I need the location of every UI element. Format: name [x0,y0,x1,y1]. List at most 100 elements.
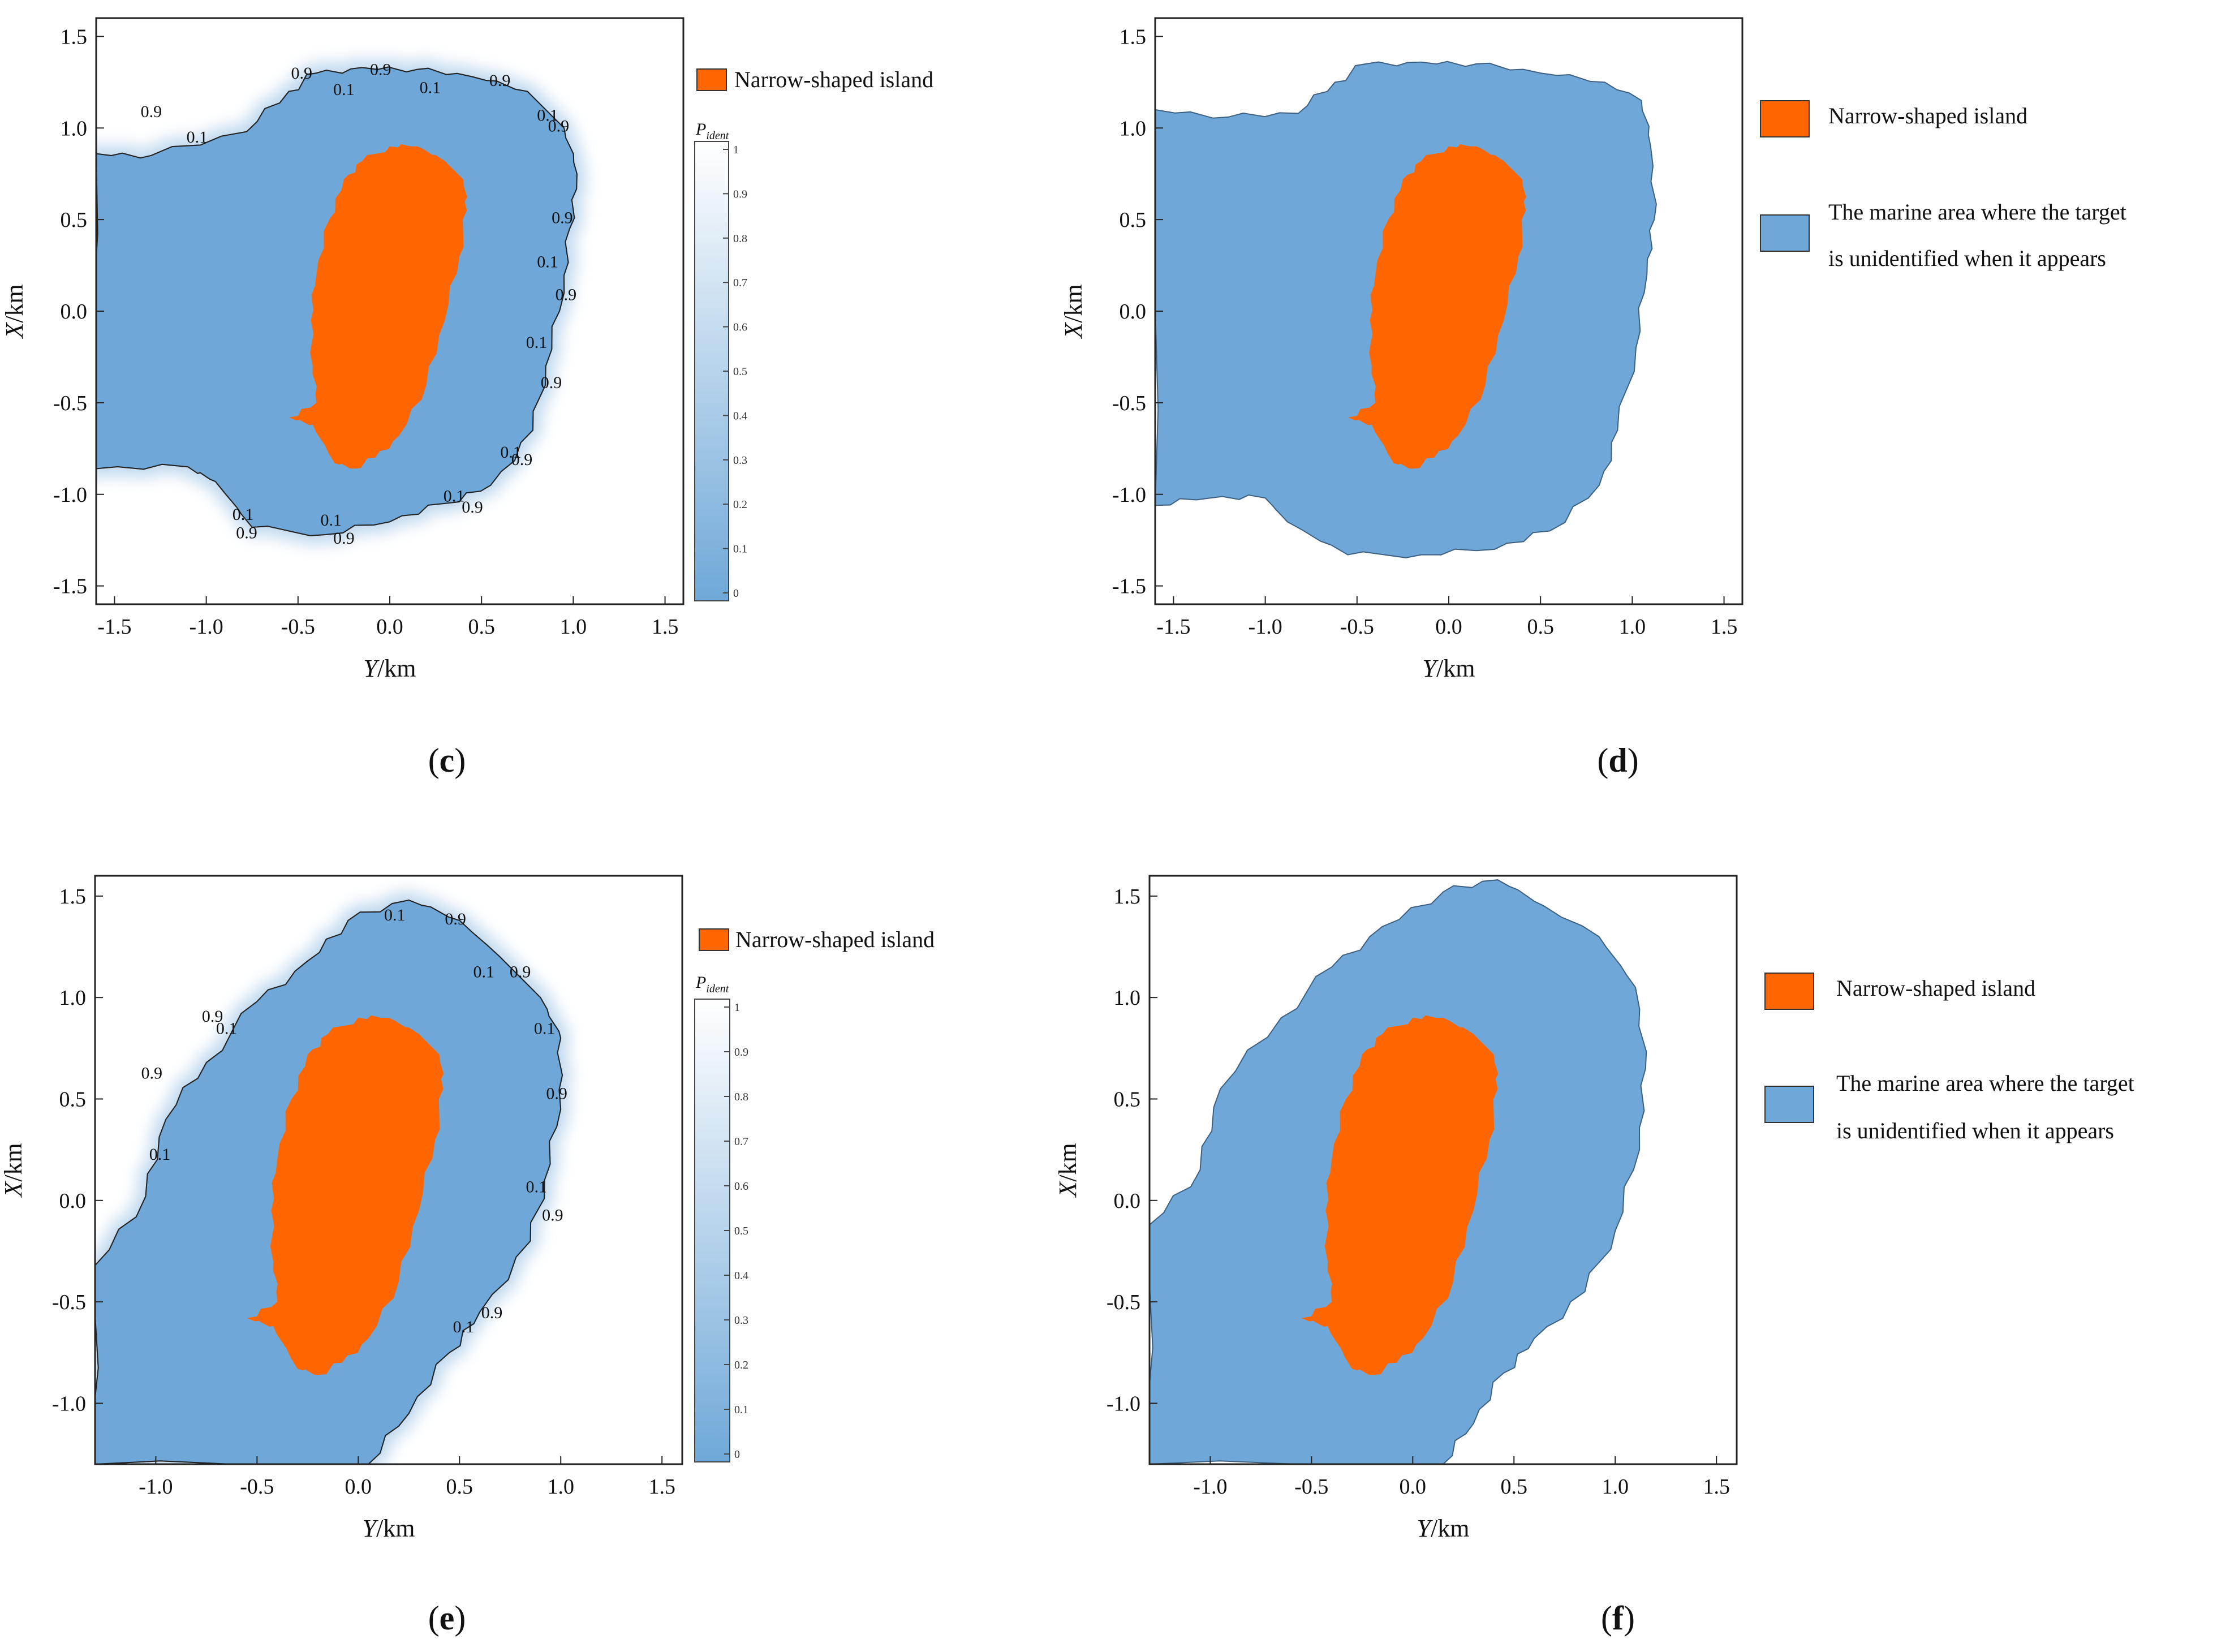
colorbar-tick-label: 0.1 [733,543,747,556]
plot-content: 0.1 0.90.1 0.90.10.90.10.90.10.90.90.10.90… [95,876,682,1464]
colorbar-tick-label: 0 [733,587,739,600]
contour-label: 0.1 [333,80,355,99]
panel-caption: (d) [1597,742,1638,779]
x-tick-label: -1.0 [1249,615,1282,639]
panel-caption: (e) [428,1599,466,1637]
x-tick-label: 0.5 [468,615,495,639]
y-tick-label: -1.5 [53,575,87,599]
x-tick-label: 0.0 [376,615,403,639]
y-tick-label: 1.0 [1120,117,1147,140]
x-tick-label: 0.0 [1400,1475,1427,1499]
plot-content [1150,876,1737,1464]
x-tick-label: -1.5 [1156,615,1190,639]
x-tick-label: -1.0 [1193,1475,1227,1499]
legend-swatch-marine [1760,214,1810,252]
y-tick-label: -1.0 [1112,483,1146,507]
y-tick-label: -0.5 [1112,392,1146,415]
x-tick-label: -0.5 [281,615,315,639]
colorbar: Pident 1 0.9 0.8 0.7 0.6 0.5 0.4 0.3 0.2 0.1 0 [694,120,747,601]
colorbar-tick-label: 0.1 [734,1404,748,1416]
legend-swatch-marine [1764,1086,1814,1123]
contour-label: 0.9 [541,373,562,392]
contour-label: 0.1 [537,252,558,271]
legend: Narrow-shaped island The marine area whe… [1760,100,2126,271]
contour-label: 0.9 [141,1064,162,1083]
contour-label: 0.9 [542,1206,563,1225]
y-axis-label: X/km [1,284,28,339]
x-tick-label: 1.0 [547,1475,574,1499]
contour-label: 0.1 [233,505,254,524]
island-area [289,144,467,469]
legend-label-island: Narrow-shaped island [1828,103,2027,128]
plot-area: -1.5 -1.0 -0.5 0.0 0.5 1.0 1.5 -1.5 -1.0 -0.5 0.0 0… [1060,17,1743,682]
contour-label: 0.1 [473,962,494,981]
contour-label: 0.1 [384,906,406,924]
legend-label-marine-line1: The marine area where the target [1828,199,2126,225]
x-tick-label: -0.5 [240,1475,274,1499]
x-tick-label: 1.5 [1703,1475,1730,1499]
contour-label: 0.9 [202,1007,223,1026]
y-tick-label: -1.0 [1107,1392,1140,1416]
y-tick-label: -0.5 [53,392,87,415]
x-tick-label: 1.5 [648,1475,675,1499]
x-tick-label: 0.0 [1435,615,1462,639]
contour-label: 0.9 [141,102,162,121]
x-tick-label: -0.5 [1340,615,1374,639]
contour-label: 0.9 [462,498,483,517]
colorbar: Pident 1 0.9 0.8 0.7 0.6 0.5 0.4 0.3 0.2 0.1 0 [694,973,748,1462]
contour-label: 0.9 [552,209,573,227]
plot-content: 0.90.10.90.10.90.1 0.90.10.90.90.10.90.10… [96,18,683,604]
y-tick-label: 1.5 [59,885,87,909]
x-tick-label: 0.0 [345,1475,372,1499]
colorbar-tick-label: 0.5 [733,365,747,378]
x-tick-label: 1.5 [652,615,679,639]
panel-caption: (f) [1601,1599,1635,1637]
legend-label-island: Narrow-shaped island [734,67,933,92]
y-tick-label: 1.0 [59,986,87,1010]
x-tick-label: 1.0 [1619,615,1646,639]
legend: Narrow-shaped island [696,67,933,92]
contour-label: 0.9 [556,286,577,304]
y-tick-label: -1.0 [53,483,87,507]
contour-label: 0.1 [216,1019,238,1038]
x-axis-label: Y/km [1417,1515,1470,1542]
x-tick-label: 0.5 [1501,1475,1528,1499]
colorbar-tick-label: 1 [733,144,739,156]
contour-line-0.9 [95,899,563,1464]
x-tick-label: -1.0 [190,615,223,639]
y-tick-label: 0.5 [61,208,88,232]
y-tick-label: 0.5 [1120,208,1147,232]
legend-label-marine-line2: is unidentified when it appears [1828,246,2106,271]
colorbar-tick-label: 0.2 [734,1359,748,1371]
colorbar-tick-label: 0 [734,1448,740,1461]
colorbar-tick-label: 0.6 [734,1180,748,1193]
y-tick-label: 1.0 [1114,986,1141,1010]
contour-label: 0.9 [510,962,531,981]
contour-label: 0.9 [370,60,391,79]
island-area [247,1015,444,1375]
plot-area: 0.90.10.90.10.90.1 0.90.10.90.90.10.90.10… [1,17,685,682]
y-tick-label: -1.5 [1112,575,1146,599]
colorbar-tick-label: 0.6 [733,321,747,334]
contour-label: 0.9 [489,71,511,90]
y-tick-label: 0.5 [59,1087,87,1111]
panel-d: -1.5 -1.0 -0.5 0.0 0.5 1.0 1.5 -1.5 -1.0 -0.5 0.0 0… [1060,17,2126,779]
legend-swatch-island [696,68,727,91]
y-tick-label: 0.0 [59,1189,87,1213]
island-area [1301,1015,1499,1375]
x-tick-label: 1.0 [1602,1475,1629,1499]
plot-area: 0.1 0.90.1 0.90.10.90.10.90.10.90.90.10.90… [0,875,683,1542]
contour-label: 0.9 [481,1303,503,1322]
y-axis-label: X/km [1054,1143,1082,1198]
contour-label: 0.9 [546,1084,567,1103]
colorbar-tick-label: 0.4 [733,410,747,422]
colorbar-tick-label: 0.5 [734,1225,748,1237]
contour-line-0.9 [96,66,578,536]
contour-label: 0.9 [511,450,533,469]
colorbar-tick-label: 0.7 [733,277,747,289]
x-tick-label: 1.0 [560,615,587,639]
legend: Narrow-shaped island The marine area whe… [1764,973,2134,1143]
x-tick-label: -0.5 [1294,1475,1328,1499]
plot-frame [1148,875,1738,1465]
